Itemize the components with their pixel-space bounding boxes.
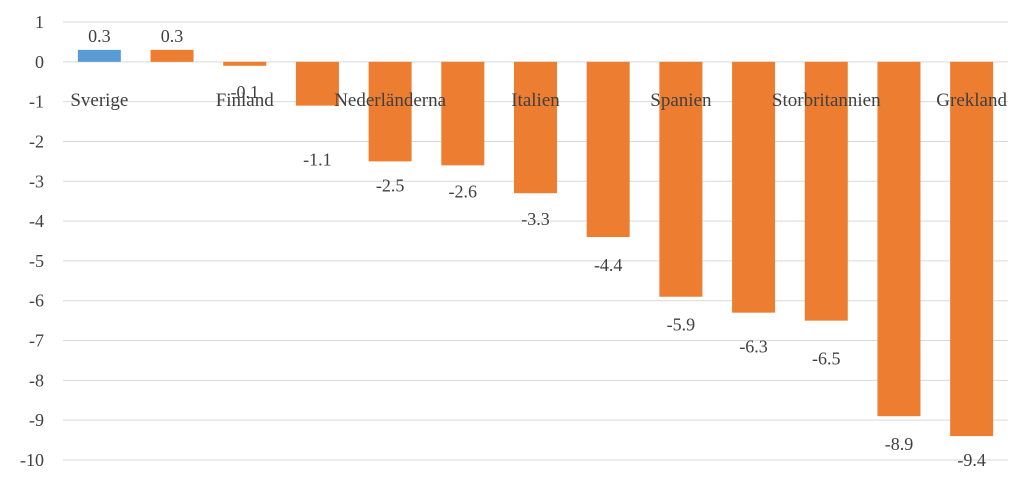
category-label: Grekland [936, 90, 1007, 111]
data-label: -5.9 [667, 315, 696, 335]
data-label: -1.1 [303, 150, 332, 170]
bar [950, 61, 994, 437]
bar [514, 61, 557, 194]
bar [659, 61, 703, 297]
bar [804, 61, 848, 321]
y-tick-label: -8 [29, 370, 44, 390]
data-label: -2.6 [449, 181, 478, 201]
category-label: Storbritannien [772, 90, 881, 111]
y-tick-label: -3 [29, 171, 44, 191]
data-label: -4.4 [594, 255, 623, 275]
bars [77, 49, 994, 437]
y-axis-tick-labels: 1 0 -1 -2 -3 -4 -5 -6 -7 -8 -9 -10 [20, 12, 44, 470]
bar [586, 61, 630, 238]
data-label: -8.9 [885, 434, 914, 454]
data-label: -6.5 [812, 349, 841, 369]
bar [150, 49, 194, 62]
bar [223, 61, 267, 66]
bar [295, 61, 339, 106]
data-label: -6.3 [739, 337, 768, 357]
data-label: 0.3 [88, 26, 111, 46]
data-label: -9.4 [957, 450, 986, 470]
bar [732, 61, 776, 313]
category-label: Finland [216, 90, 275, 111]
bar [77, 49, 121, 62]
category-label: Nederländerna [334, 90, 446, 111]
bar [877, 61, 921, 417]
y-tick-label: 0 [35, 52, 44, 72]
category-label: Italien [511, 90, 560, 111]
data-labels: 0.3 0.3 -0.1 -1.1 -2.5 -2.6 -3.3 -4.4 -5.9 -6.3 -6… [88, 26, 986, 470]
y-tick-label: -4 [29, 211, 44, 231]
data-label: 0.3 [161, 26, 184, 46]
category-label: Spanien [650, 90, 712, 111]
y-tick-label: -2 [29, 131, 44, 151]
category-labels: Sverige Finland Nederländerna Italien Spanie… [70, 90, 1007, 111]
y-tick-label: -1 [29, 92, 44, 112]
bar [441, 61, 485, 166]
y-tick-label: -6 [29, 291, 44, 311]
data-label: -3.3 [521, 209, 550, 229]
bar [368, 61, 412, 162]
category-label: Sverige [70, 90, 128, 111]
y-tick-label: -10 [20, 450, 44, 470]
y-tick-label: -9 [29, 410, 44, 430]
data-label: -0.1 [230, 82, 259, 102]
y-tick-label: 1 [35, 12, 44, 32]
data-label: -2.5 [376, 175, 405, 195]
y-tick-label: -7 [29, 331, 44, 351]
y-tick-label: -5 [29, 251, 44, 271]
